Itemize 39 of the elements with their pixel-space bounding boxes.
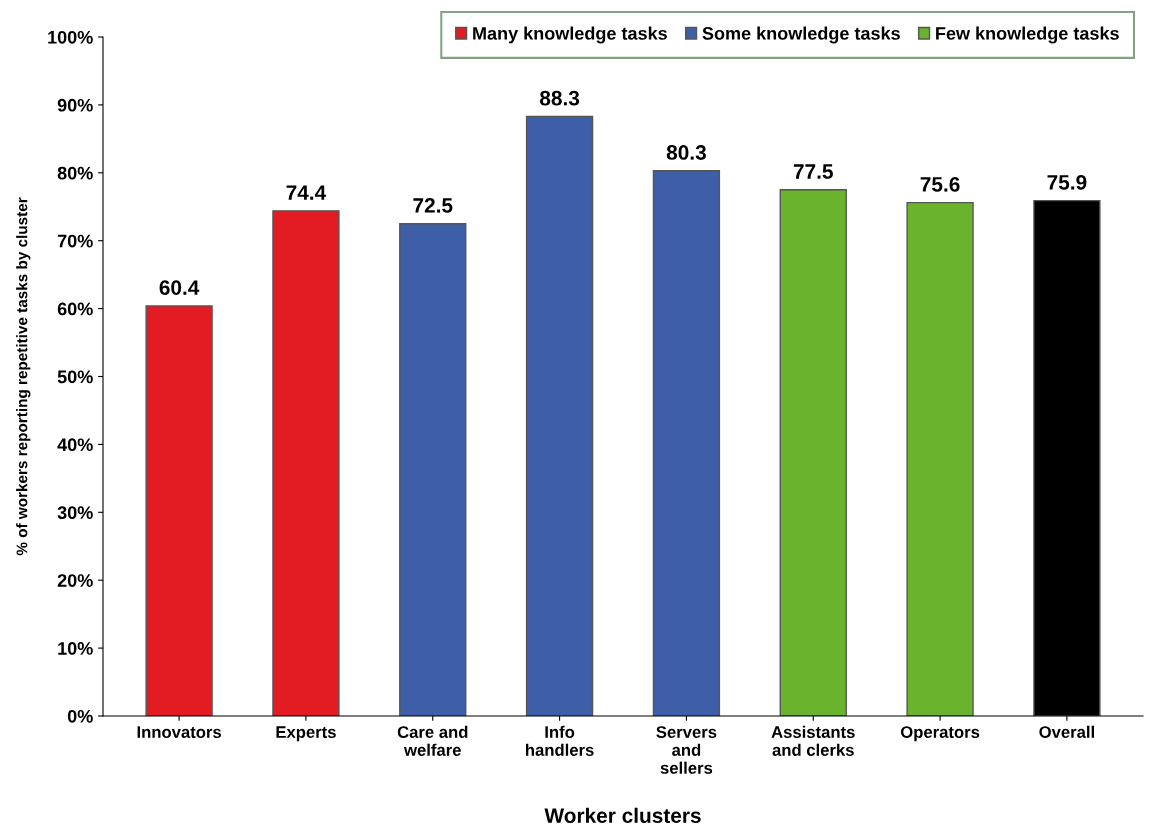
- data-label: 77.5: [793, 164, 833, 179]
- data-label: 72.5: [413, 198, 453, 213]
- y-axis-title: % of workers reporting repetitive tasks by cluster: [16, 197, 31, 556]
- data-label: 75.6: [920, 177, 960, 192]
- x-tick-label: Overall: [1039, 725, 1094, 738]
- bar: [399, 223, 467, 716]
- data-label: 60.4: [159, 280, 200, 295]
- x-tick-label: Innovators: [137, 726, 222, 738]
- bar: [906, 201, 974, 716]
- x-tick-label: Assistants and clerks: [771, 725, 855, 756]
- x-tick-label: Info handlers: [526, 725, 594, 756]
- legend-label: Few knowledge tasks: [936, 26, 1119, 44]
- bar: [145, 305, 213, 716]
- x-axis-title: Worker clusters: [544, 807, 701, 824]
- legend-label: Many knowledge tasks: [473, 26, 667, 44]
- y-tick-label: 80%: [57, 166, 93, 180]
- y-tick-label: 40%: [57, 438, 93, 452]
- y-tick-label: 90%: [57, 98, 93, 112]
- y-tick-label: 0%: [67, 709, 93, 723]
- x-tick-label: Experts: [276, 726, 336, 742]
- data-label: 75.9: [1047, 174, 1087, 190]
- y-tick-label: 50%: [57, 370, 93, 384]
- x-tick-label: Servers and sellers: [656, 726, 717, 774]
- data-label: 88.3: [539, 90, 580, 106]
- x-tick-label: Operators: [900, 726, 980, 742]
- bar: [779, 189, 847, 716]
- data-label: 74.4: [286, 185, 327, 200]
- y-tick-label: 20%: [57, 574, 93, 587]
- y-tick-label: 100%: [48, 30, 93, 44]
- y-tick-label: 30%: [57, 506, 93, 520]
- bar: [272, 210, 340, 716]
- data-label: 80.3: [666, 145, 706, 160]
- legend-label: Some knowledge tasks: [702, 26, 900, 44]
- y-tick-label: 60%: [57, 302, 93, 316]
- x-tick-label: Care and welfare: [397, 725, 468, 756]
- y-tick-label: 10%: [58, 642, 93, 655]
- y-tick-label: 70%: [57, 234, 93, 248]
- bar: [652, 170, 721, 716]
- bar: [525, 115, 594, 716]
